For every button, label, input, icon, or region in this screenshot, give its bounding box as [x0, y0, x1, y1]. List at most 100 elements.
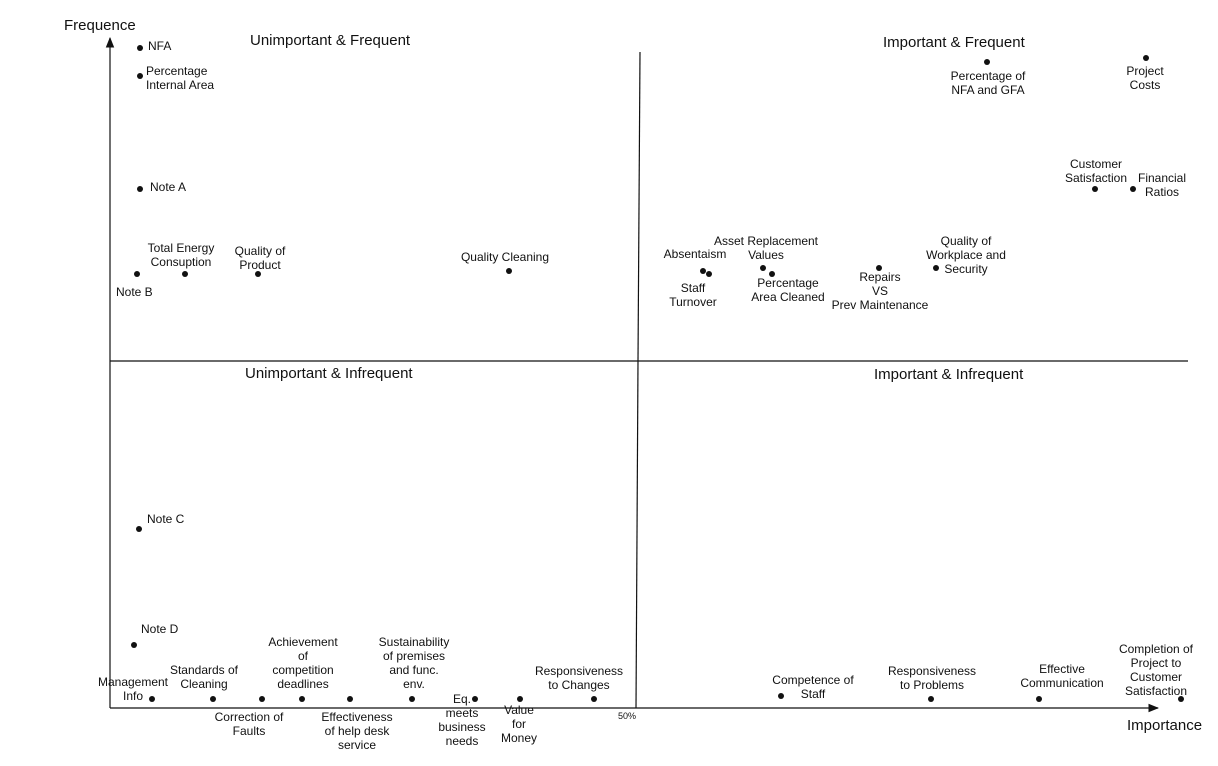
- point-responsiveness-to-problems: Responsiveness to Problems: [888, 664, 976, 702]
- point-label-line: Note D: [141, 622, 179, 636]
- point-marker: [259, 696, 265, 702]
- vertical-divider-upper: [637, 51, 641, 362]
- point-marker: [876, 265, 882, 271]
- point-label: Percentage Internal Area: [146, 64, 214, 92]
- point-label: Percentage of NFA and GFA: [951, 69, 1026, 97]
- point-label: Staff Turnover: [669, 281, 717, 309]
- point-label-line: competition: [272, 663, 333, 677]
- point-marker: [778, 693, 784, 699]
- point-label-line: Note B: [116, 285, 153, 299]
- point-label-line: Eq.: [453, 692, 471, 706]
- point-project-costs: Project Costs: [1126, 55, 1164, 92]
- point-management-info: Management Info: [98, 675, 169, 703]
- point-marker: [131, 642, 137, 648]
- point-percentage-internal-area: Percentage Internal Area: [137, 64, 214, 92]
- quadrant-title-important-frequent: Important & Frequent: [883, 34, 1026, 51]
- point-label-line: Turnover: [669, 295, 717, 309]
- point-marker: [760, 265, 766, 271]
- point-label: Achievement of competition deadlines: [268, 635, 338, 691]
- points-layer: NFA Percentage Internal Area Note A Note B To…: [98, 39, 1194, 752]
- point-label-line: Product: [239, 258, 281, 272]
- point-label-line: Responsiveness: [888, 664, 976, 678]
- point-label-line: Communication: [1020, 676, 1103, 690]
- point-label-line: service: [338, 738, 376, 752]
- point-marker: [591, 696, 597, 702]
- point-marker: [1178, 696, 1184, 702]
- point-marker: [255, 271, 261, 277]
- point-effective-communication: Effective Communication: [1020, 662, 1104, 702]
- point-marker: [137, 73, 143, 79]
- point-label-line: Responsiveness: [535, 664, 623, 678]
- point-label-line: of premises: [383, 649, 445, 663]
- point-financial-ratios: Financial Ratios: [1130, 171, 1186, 199]
- point-label-line: to Problems: [900, 678, 964, 692]
- point-label-line: Completion of: [1119, 642, 1194, 656]
- point-staff-turnover: Staff Turnover: [669, 271, 717, 309]
- point-percentage-area-cleaned: Percentage Area Cleaned: [751, 271, 825, 304]
- point-marker: [1130, 186, 1136, 192]
- point-note-c: Note C: [136, 512, 185, 532]
- point-label: Competence of Staff: [772, 673, 854, 701]
- point-marker: [517, 696, 523, 702]
- point-nfa: NFA: [137, 39, 171, 53]
- point-label: Responsiveness to Problems: [888, 664, 976, 692]
- point-label: Value for Money: [501, 703, 537, 745]
- point-label-line: Asset Replacement: [714, 234, 819, 248]
- point-total-energy-consuption: Total Energy Consuption: [148, 241, 214, 277]
- point-label: Completion of Project to Customer Satisfact…: [1119, 642, 1194, 698]
- point-absentaism: Absentaism: [664, 247, 727, 274]
- point-label: Absentaism: [664, 247, 727, 261]
- point-label-line: Satisfaction: [1125, 684, 1187, 698]
- point-label-line: Project: [1126, 64, 1164, 78]
- point-label: Sustainability of premises and func. env.: [379, 635, 450, 691]
- point-label-line: meets: [446, 706, 479, 720]
- x-axis-title: Importance: [1127, 717, 1202, 734]
- point-label: Note C: [147, 512, 185, 526]
- point-marker: [136, 526, 142, 532]
- point-marker: [1036, 696, 1042, 702]
- point-marker: [137, 186, 143, 192]
- point-marker: [769, 271, 775, 277]
- point-label-line: Workplace and: [926, 248, 1006, 262]
- point-marker: [984, 59, 990, 65]
- point-label-line: Area Cleaned: [751, 290, 824, 304]
- point-marker: [134, 271, 140, 277]
- point-label-line: Quality Cleaning: [461, 250, 549, 264]
- point-marker: [299, 696, 305, 702]
- point-marker: [706, 271, 712, 277]
- point-note-d: Note D: [131, 622, 179, 648]
- point-label-line: Customer: [1070, 157, 1122, 171]
- point-label: Quality of Product: [235, 244, 286, 272]
- point-label-line: Note C: [147, 512, 185, 526]
- point-note-b: Note B: [116, 271, 153, 299]
- point-asset-replacement-values: Asset Replacement Values: [714, 234, 819, 271]
- point-note-a: Note A: [137, 180, 186, 194]
- point-label-line: Absentaism: [664, 247, 727, 261]
- point-marker: [210, 696, 216, 702]
- point-marker: [1092, 186, 1098, 192]
- point-label-line: Ratios: [1145, 185, 1179, 199]
- point-label-line: Faults: [233, 724, 266, 738]
- point-label-line: Correction of: [215, 710, 284, 724]
- point-label-line: deadlines: [277, 677, 328, 691]
- point-marker: [700, 268, 706, 274]
- point-label-line: Security: [944, 262, 987, 276]
- point-label-line: NFA: [148, 39, 171, 53]
- point-marker: [137, 45, 143, 51]
- point-marker: [1143, 55, 1149, 61]
- point-competence-of-staff: Competence of Staff: [772, 673, 854, 701]
- point-label-line: Satisfaction: [1065, 171, 1127, 185]
- quadrant-title-unimportant-infrequent: Unimportant & Infrequent: [245, 365, 413, 382]
- point-label-line: Consuption: [151, 255, 212, 269]
- point-label-line: Costs: [1130, 78, 1161, 92]
- point-label: Effectiveness of help desk service: [321, 710, 392, 752]
- point-label-line: of help desk: [325, 724, 391, 738]
- point-label: Financial Ratios: [1138, 171, 1186, 199]
- point-label: Note B: [116, 285, 153, 299]
- point-label-line: Achievement: [268, 635, 338, 649]
- point-label-line: Cleaning: [180, 677, 227, 691]
- point-label-line: Competence of: [772, 673, 854, 687]
- point-label: Note D: [141, 622, 179, 636]
- point-quality-cleaning: Quality Cleaning: [461, 250, 549, 274]
- point-marker: [409, 696, 415, 702]
